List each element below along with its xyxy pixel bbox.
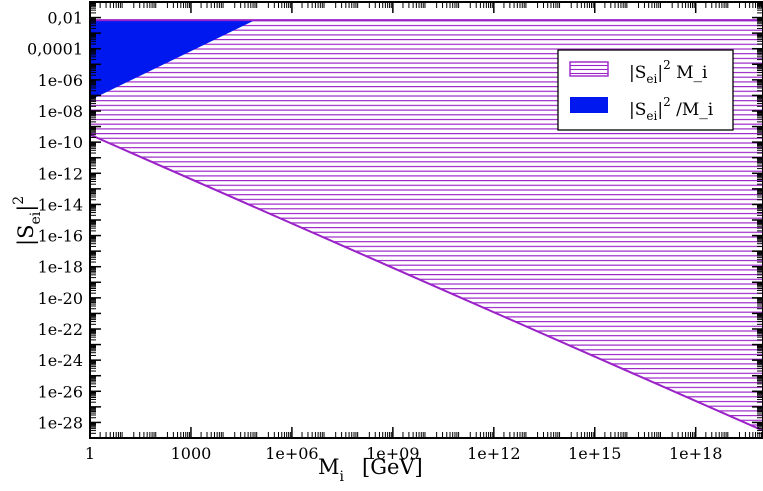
x-tick-label: 1e+15 <box>568 444 621 463</box>
y-axis-label-pre: |S <box>14 225 39 246</box>
x-tick-label: 1000 <box>171 444 212 463</box>
y-tick-label: 1e-06 <box>38 71 83 90</box>
y-tick-label: 0,01 <box>47 9 83 28</box>
y-tick-label: 1e-26 <box>38 382 83 401</box>
legend-swatch-solid <box>570 97 608 113</box>
y-axis-label-sub: ei <box>28 211 44 224</box>
y-axis-ticks: 0,01 0,0001 1e-06 1e-08 1e-10 1e-12 1e-14 1e-16… <box>27 1 763 439</box>
legend-solid-sub: ei <box>646 109 657 123</box>
legend-hatched-tail: M_i <box>671 63 708 83</box>
y-tick-label: 1e-18 <box>38 258 83 277</box>
region-boundaries <box>90 19 763 432</box>
x-axis-label: Mi [GeV] <box>318 455 423 485</box>
y-tick-label: 0,0001 <box>27 40 83 59</box>
y-tick-label: 1e-14 <box>38 195 83 214</box>
y-tick-label: 1e-20 <box>38 289 83 308</box>
y-tick-label: 1e-12 <box>38 164 83 183</box>
y-axis-label-sup: 2 <box>11 196 27 205</box>
legend-entry-hatched: |Sei|2 M_i <box>629 58 708 86</box>
x-tick-label: 1 <box>85 444 95 463</box>
y-axis-label: |Sei|2 <box>11 196 44 246</box>
legend-hatched-post: | <box>657 63 663 83</box>
legend-hatched-pre: |S <box>629 63 646 83</box>
legend-solid-post: | <box>657 100 663 120</box>
region-solid <box>90 20 255 101</box>
legend-entry-solid: |Sei|2 /M_i <box>629 95 714 123</box>
y-tick-label: 1e-24 <box>38 351 83 370</box>
x-tick-label: 1e+09 <box>366 444 419 463</box>
legend-hatched-sub: ei <box>646 72 657 86</box>
y-tick-label: 1e-08 <box>38 102 83 121</box>
y-tick-label: 1e-16 <box>38 227 83 246</box>
legend-solid-tail: /M_i <box>671 100 714 120</box>
x-axis-label-unit: [GeV] <box>362 455 423 479</box>
x-tick-label: 1e+06 <box>265 444 318 463</box>
y-tick-label: 1e-28 <box>38 413 83 432</box>
x-axis-ticks: 1 1000 1e+06 1e+09 1e+12 1e+15 1e+18 <box>85 2 762 463</box>
x-axis-label-main: M <box>318 455 340 479</box>
x-axis-label-sub: i <box>340 469 345 485</box>
x-tick-label: 1e+18 <box>669 444 722 463</box>
legend-solid-sup: 2 <box>663 95 671 109</box>
y-tick-label: 1e-10 <box>38 133 83 152</box>
y-tick-label: 1e-22 <box>38 320 83 339</box>
y-axis-label-post: | <box>14 205 39 212</box>
boundary-line-lower <box>90 133 763 432</box>
legend-solid-pre: |S <box>629 100 646 120</box>
legend-swatch-hatched <box>569 61 609 77</box>
x-tick-label: 1e+12 <box>467 444 520 463</box>
legend: |Sei|2 M_i |Sei|2 /M_i <box>557 49 734 131</box>
legend-hatched-sup: 2 <box>663 58 671 72</box>
